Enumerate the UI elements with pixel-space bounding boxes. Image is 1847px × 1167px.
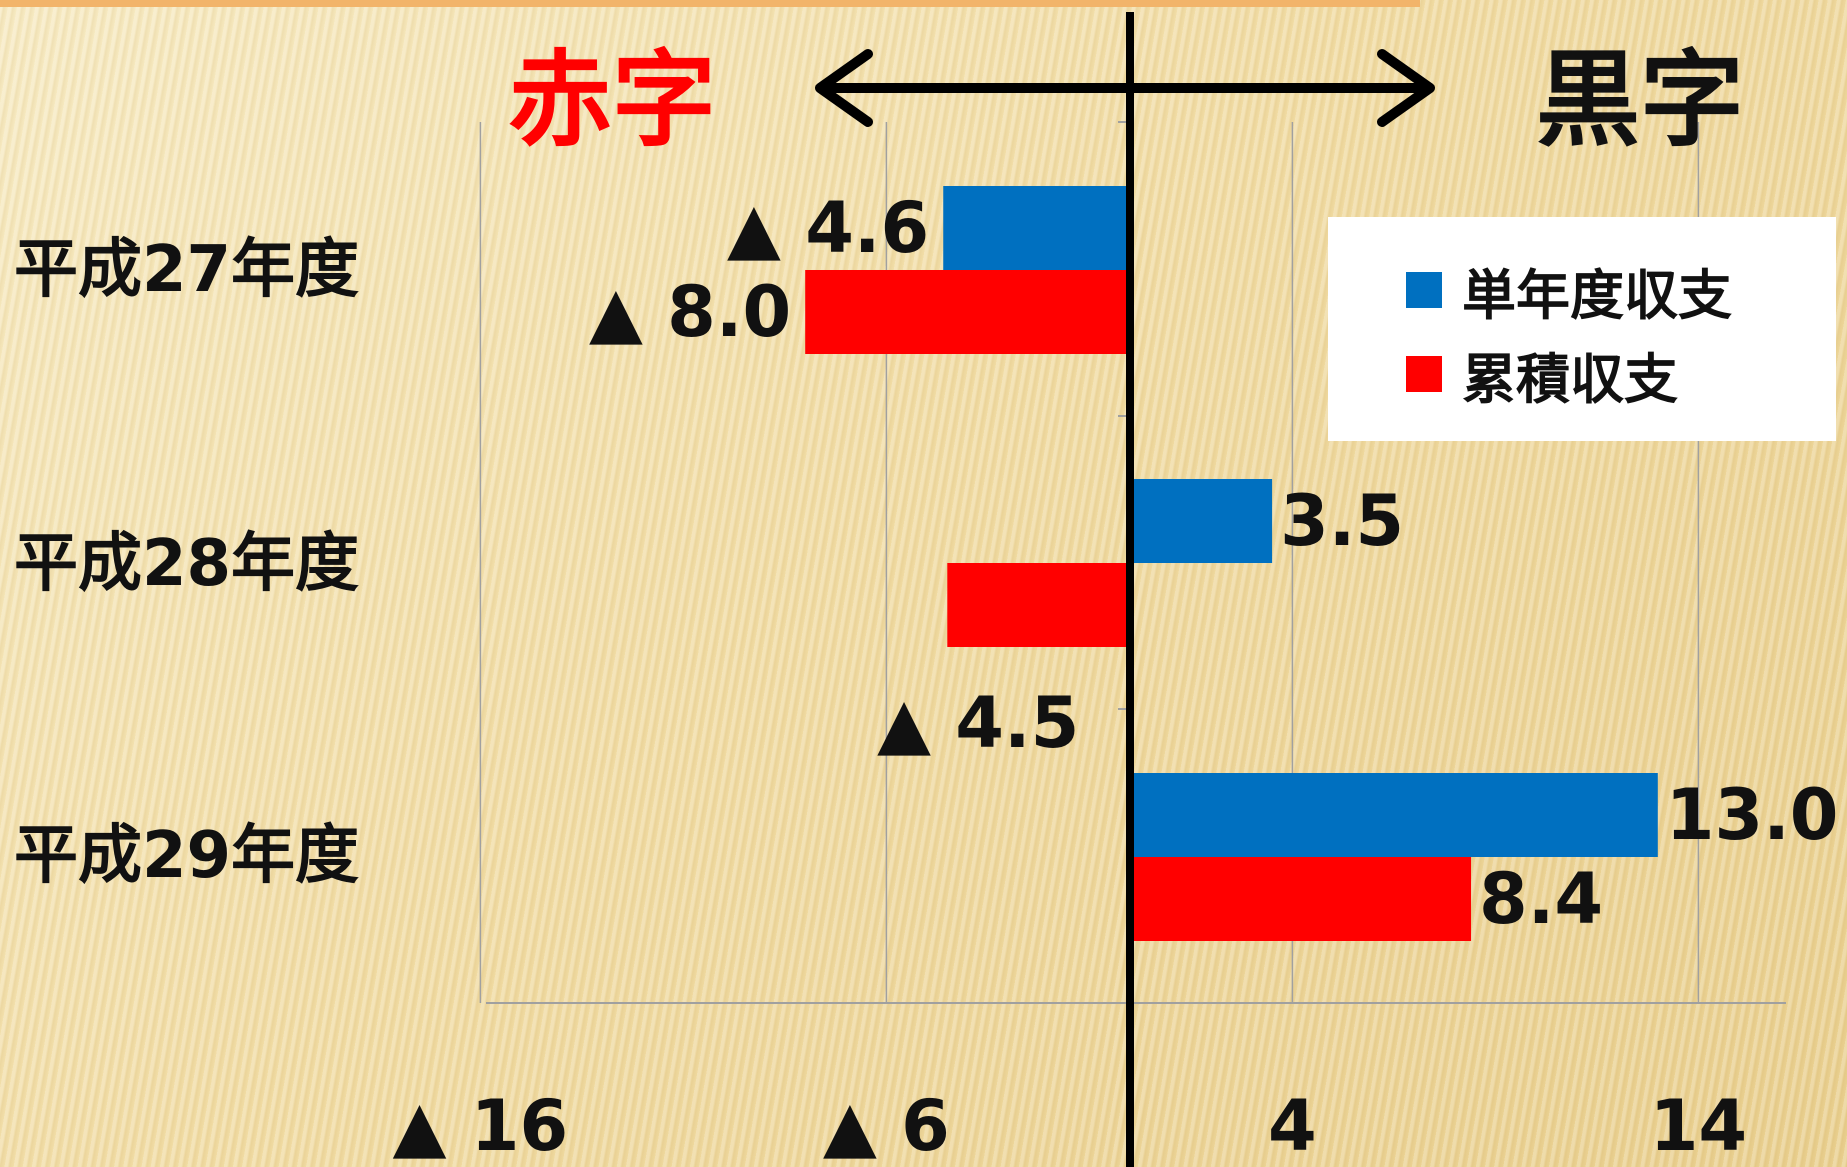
top-accent-line bbox=[0, 0, 1420, 7]
category-label-h27: 平成27年度 bbox=[14, 233, 360, 307]
legend: 単年度収支 累積収支 bbox=[1328, 217, 1836, 441]
legend-swatch-single-year bbox=[1406, 272, 1442, 308]
tick-labels: ▲ 16 ▲ 6 4 14 bbox=[393, 1085, 1748, 1167]
surplus-label: 黒字 bbox=[1536, 39, 1745, 161]
legend-label-single-year: 単年度収支 bbox=[1462, 263, 1732, 327]
value-label-0-1: 3.5 bbox=[1280, 480, 1404, 562]
value-label-0-2: 13.0 bbox=[1666, 774, 1839, 856]
direction-arrow bbox=[815, 49, 1435, 127]
tick-label-0: ▲ 16 bbox=[393, 1085, 569, 1167]
tick-label-2: 4 bbox=[1268, 1085, 1317, 1167]
arrow-head-right bbox=[1377, 49, 1435, 127]
bar-0-2 bbox=[1130, 773, 1658, 857]
legend-label-cumulative: 累積収支 bbox=[1462, 347, 1678, 411]
bar-1-1 bbox=[947, 563, 1130, 647]
bar-0-0 bbox=[943, 186, 1130, 270]
bar-1-2 bbox=[1130, 857, 1472, 941]
legend-item-single-year: 単年度収支 bbox=[1406, 260, 1732, 327]
category-label-h28: 平成28年度 bbox=[14, 527, 360, 601]
value-label-1-1: ▲ 4.5 bbox=[877, 682, 1079, 764]
tick-label-3: 14 bbox=[1650, 1085, 1747, 1167]
bars bbox=[805, 186, 1658, 941]
arrow-head-left bbox=[815, 49, 873, 127]
axes bbox=[486, 12, 1786, 1167]
category-label-h29: 平成29年度 bbox=[14, 819, 360, 893]
value-label-0-0: ▲ 4.6 bbox=[727, 187, 929, 269]
legend-swatch-cumulative bbox=[1406, 356, 1442, 392]
legend-item-cumulative: 累積収支 bbox=[1406, 344, 1678, 411]
value-labels: ▲ 4.6 3.5 13.0 ▲ 8.0 ▲ 4.5 8.4 bbox=[589, 187, 1839, 940]
bar-0-1 bbox=[1130, 479, 1273, 563]
value-label-1-2: 8.4 bbox=[1479, 858, 1603, 940]
bar-1-0 bbox=[805, 270, 1130, 354]
value-label-1-0: ▲ 8.0 bbox=[589, 271, 791, 353]
tick-label-1: ▲ 6 bbox=[823, 1085, 950, 1167]
deficit-label: 赤字 bbox=[508, 39, 717, 161]
